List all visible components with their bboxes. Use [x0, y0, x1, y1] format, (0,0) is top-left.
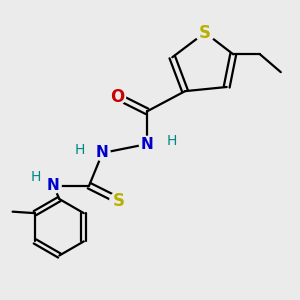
Circle shape: [109, 88, 126, 105]
Text: O: O: [110, 88, 124, 106]
Text: S: S: [113, 191, 125, 209]
Text: N: N: [47, 178, 60, 193]
Text: H: H: [167, 134, 178, 148]
Circle shape: [46, 178, 61, 194]
Circle shape: [110, 192, 128, 209]
Circle shape: [95, 145, 110, 161]
Text: S: S: [199, 24, 211, 42]
Text: N: N: [96, 146, 109, 160]
Circle shape: [139, 136, 155, 152]
Circle shape: [196, 23, 214, 42]
Text: H: H: [75, 143, 85, 157]
Text: N: N: [141, 136, 153, 152]
Text: H: H: [30, 170, 41, 184]
